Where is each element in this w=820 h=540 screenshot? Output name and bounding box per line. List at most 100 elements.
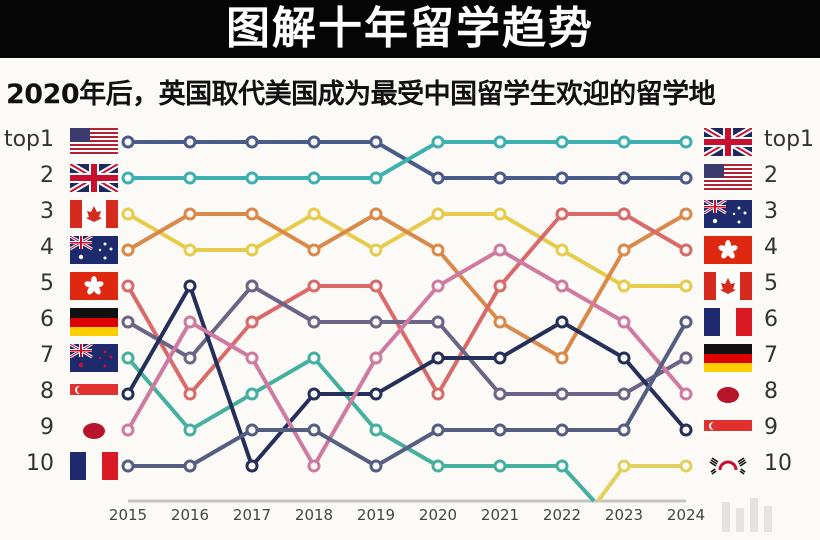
france-flag-icon [704, 308, 752, 336]
data-point [307, 171, 321, 185]
series-japan [121, 243, 693, 473]
data-point [369, 459, 383, 473]
data-point [121, 243, 135, 257]
data-point [679, 207, 693, 221]
page-title: 图解十年留学趋势 [226, 3, 594, 54]
chart-subtitle: 2020年后，英国取代美国成为最受中国留学生欢迎的留学地 [6, 79, 716, 110]
data-point [493, 459, 507, 473]
series-singapore [121, 279, 693, 473]
x-tick-label: 2017 [232, 506, 272, 524]
data-point [679, 351, 693, 365]
data-point [555, 135, 569, 149]
x-tick-label: 2024 [666, 506, 706, 524]
x-tick-label: 2020 [418, 506, 458, 524]
data-point [431, 387, 445, 401]
data-point [121, 387, 135, 401]
data-point [555, 387, 569, 401]
data-point [121, 171, 135, 185]
data-point [307, 423, 321, 437]
rank-label-left: 10 [26, 451, 54, 476]
rank-label-left: 2 [40, 163, 54, 188]
rank-label-left: 7 [40, 343, 54, 368]
data-point [369, 387, 383, 401]
data-point [307, 387, 321, 401]
data-point [183, 423, 197, 437]
data-point [183, 351, 197, 365]
data-point [307, 135, 321, 149]
rank-label-right: 2 [764, 163, 778, 188]
data-point [245, 315, 259, 329]
data-point [679, 423, 693, 437]
data-point [431, 279, 445, 293]
data-point [493, 387, 507, 401]
data-point [369, 315, 383, 329]
rank-label-right: 6 [764, 307, 778, 332]
data-point [493, 135, 507, 149]
canada-flag-icon [70, 200, 118, 228]
data-point [245, 171, 259, 185]
rank-label-right: 7 [764, 343, 778, 368]
canada-flag-icon [704, 272, 752, 300]
data-point [555, 351, 569, 365]
data-point [183, 279, 197, 293]
data-point [121, 351, 135, 365]
rank-label-left: top1 [3, 127, 54, 152]
data-point [183, 315, 197, 329]
uk-flag-icon [704, 128, 752, 156]
data-point [307, 315, 321, 329]
data-point [369, 135, 383, 149]
data-point [183, 135, 197, 149]
rank-label-left: 9 [40, 415, 54, 440]
rank-label-right: top1 [764, 127, 815, 152]
data-point [245, 135, 259, 149]
france-flag-icon [70, 452, 118, 480]
data-point [183, 243, 197, 257]
data-point [679, 459, 693, 473]
data-point [245, 423, 259, 437]
data-point [369, 171, 383, 185]
data-point [617, 459, 631, 473]
rank-label-left: 8 [40, 379, 54, 404]
data-point [431, 459, 445, 473]
rank-label-left: 4 [40, 235, 54, 260]
us-flag-icon [70, 128, 118, 156]
x-tick-label: 2016 [170, 506, 210, 524]
rank-label-right: 8 [764, 379, 778, 404]
data-point [121, 135, 135, 149]
x-tick-label: 2023 [604, 506, 644, 524]
australia-flag-icon [70, 236, 118, 264]
data-point [245, 387, 259, 401]
data-point [431, 243, 445, 257]
data-point [307, 207, 321, 221]
rank-label-right: 9 [764, 415, 778, 440]
data-point [369, 243, 383, 257]
data-point [245, 351, 259, 365]
title-banner: 图解十年留学趋势 [0, 0, 820, 58]
data-point [431, 315, 445, 329]
x-tick-label: 2018 [294, 506, 334, 524]
data-point [431, 135, 445, 149]
data-point [493, 207, 507, 221]
data-point [555, 279, 569, 293]
newzealand-flag-icon [70, 344, 118, 372]
data-point [555, 423, 569, 437]
data-point [307, 243, 321, 257]
data-point [679, 387, 693, 401]
data-point [245, 207, 259, 221]
data-point [307, 351, 321, 365]
data-point [245, 279, 259, 293]
data-point [679, 243, 693, 257]
data-point [493, 171, 507, 185]
watermark-icon [716, 488, 776, 534]
data-point [183, 207, 197, 221]
data-point [369, 423, 383, 437]
rank-label-left: 6 [40, 307, 54, 332]
data-point [493, 423, 507, 437]
rank-label-right: 10 [764, 451, 792, 476]
data-point [555, 315, 569, 329]
hongkong-flag-icon [70, 272, 118, 300]
data-point [121, 207, 135, 221]
series-new-zealand [121, 351, 596, 503]
data-point [679, 315, 693, 329]
